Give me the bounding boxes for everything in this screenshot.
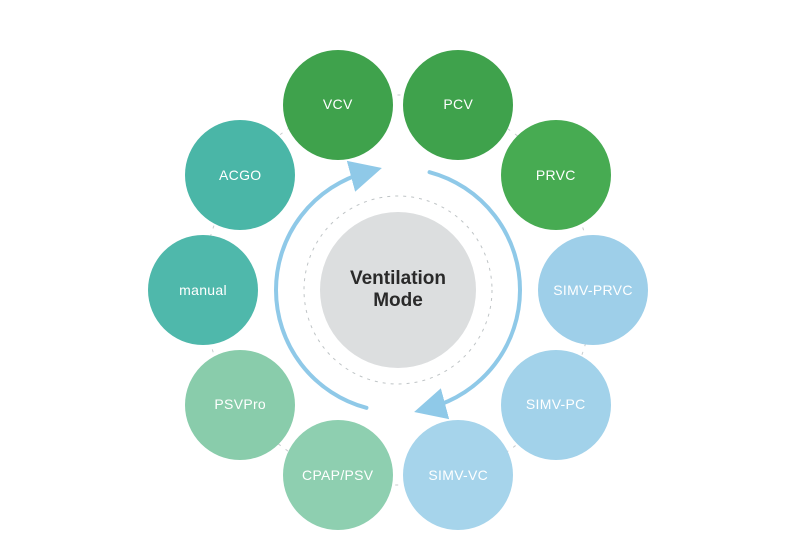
mode-node-label: PSVPro [214,396,266,413]
mode-node-vcv: VCV [283,50,393,160]
mode-node-label: SIMV-PRVC [553,282,632,299]
mode-node-pcv: PCV [403,50,513,160]
mode-node-label: manual [179,282,227,299]
center-label-line2: Mode [350,290,446,312]
mode-node-label: PRVC [536,167,576,184]
mode-node-label: VCV [323,96,353,113]
center-node: Ventilation Mode [320,212,476,368]
mode-node-label: SIMV-PC [526,396,586,413]
mode-node-psvpro: PSVPro [185,350,295,460]
mode-node-label: PCV [443,96,473,113]
center-label: Ventilation Mode [350,268,446,312]
mode-node-prvc: PRVC [501,120,611,230]
mode-node-manual: manual [148,235,258,345]
diagram-stage: Ventilation Mode VCV PCV PRVC SIMV-PRVC SIMV… [0,0,800,544]
mode-node-label: ACGO [219,167,261,184]
mode-node-simv-vc: SIMV-VC [403,420,513,530]
center-label-line1: Ventilation [350,268,446,290]
mode-node-cpap-psv: CPAP/PSV [283,420,393,530]
mode-node-simv-pc: SIMV-PC [501,350,611,460]
mode-node-label: SIMV-VC [428,467,488,484]
mode-node-acgo: ACGO [185,120,295,230]
mode-node-simv-prvc: SIMV-PRVC [538,235,648,345]
mode-node-label: CPAP/PSV [302,467,373,484]
